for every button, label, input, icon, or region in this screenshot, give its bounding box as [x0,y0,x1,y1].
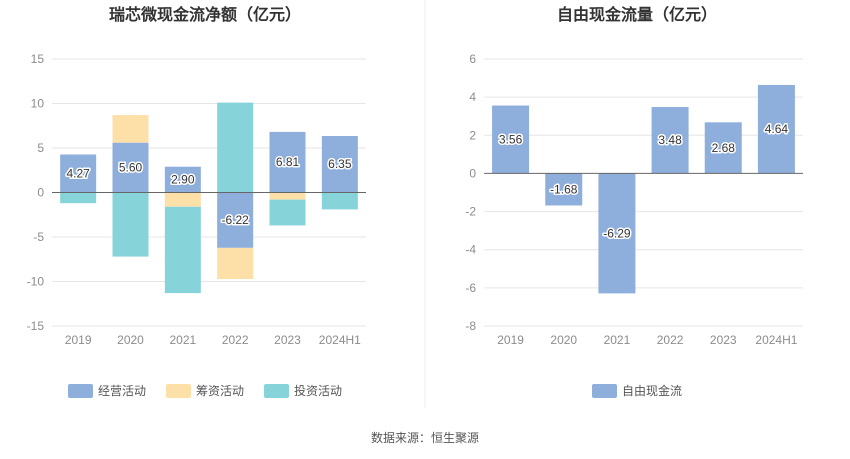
legend-label: 经营活动 [98,384,146,398]
data-label: -6.22 [221,213,249,227]
y-tick-label: -15 [27,319,45,333]
bar-financing [164,192,201,207]
legend-swatch [592,384,617,398]
y-tick-label: 10 [31,97,45,111]
bar-free-cash-flow [757,84,795,174]
bar-operating [321,135,358,193]
y-tick-label: 4 [469,90,476,104]
source-note: 数据来源：恒生聚源 [371,430,479,445]
bar-free-cash-flow [545,173,583,206]
chart-title: 自由现金流量（亿元） [557,5,717,24]
x-tick-label: 2023 [710,333,737,347]
x-tick-label: 2024H1 [755,333,797,347]
data-label: 4.64 [765,122,789,136]
y-tick-label: -8 [465,319,476,333]
bar-investing [60,192,97,204]
data-label: -6.29 [603,226,631,240]
bar-free-cash-flow [598,173,636,294]
bar-free-cash-flow [704,122,742,174]
x-tick-label: 2021 [604,333,631,347]
x-tick-label: 2021 [169,333,196,347]
legend-swatch [264,384,289,398]
x-tick-label: 2022 [657,333,684,347]
bar-investing [217,102,254,193]
y-tick-label: 5 [37,141,44,155]
x-tick-label: 2019 [65,333,92,347]
y-tick-label: -2 [465,205,476,219]
bar-investing [112,192,149,257]
bar-financing [112,115,149,143]
legend-label: 筹资活动 [196,384,244,398]
data-label: 3.48 [658,133,682,147]
bar-free-cash-flow [492,105,530,174]
cash-flow-net-chart: 瑞芯微现金流净额（亿元） 15 10 5 0 -5 -10 -15 2019 2020 2021 20… [27,5,366,398]
y-tick-label: 6 [469,52,476,66]
legend-label: 投资活动 [294,383,342,398]
legend-swatch [166,384,191,398]
x-tick-label: 2020 [117,333,144,347]
bar-operating [217,192,254,248]
data-label: 6.35 [328,157,352,171]
legend-label: 自由现金流 [622,383,682,398]
y-tick-label: -6 [465,281,476,295]
bar-investing [164,206,201,294]
x-tick-label: 2020 [550,333,577,347]
bar-financing [269,192,306,200]
data-label: 4.27 [66,166,90,180]
bar-investing [269,199,306,226]
data-label: 3.56 [499,132,523,146]
data-label: -1.68 [550,182,578,196]
data-label: 2.68 [712,141,736,155]
free-cash-flow-chart: 自由现金流量（亿元） 6 4 2 0 -2 -4 -6 -8 2019 2020 2021 2022 20… [465,5,803,398]
data-label: 2.90 [171,173,195,187]
y-tick-label: -4 [465,243,476,257]
chart-title: 瑞芯微现金流净额（亿元） [109,5,301,24]
bar-free-cash-flow [651,107,689,174]
data-label: 6.81 [276,155,300,169]
legend-swatch [68,384,93,398]
bar-operating [164,166,201,193]
x-tick-label: 2022 [222,333,249,347]
y-tick-label: 15 [31,52,45,66]
bar-operating [112,142,149,193]
x-tick-label: 2024H1 [319,333,361,347]
y-tick-label: 0 [469,166,476,180]
x-tick-label: 2019 [497,333,524,347]
y-tick-label: -5 [33,230,44,244]
x-tick-label: 2023 [274,333,301,347]
bar-investing [321,192,358,210]
y-tick-label: -10 [27,275,45,289]
y-tick-label: 0 [37,186,44,200]
bar-operating [60,154,97,193]
data-label: 5.60 [119,161,143,175]
y-tick-label: 2 [469,128,476,142]
bar-financing [217,247,254,280]
bar-operating [269,131,306,193]
